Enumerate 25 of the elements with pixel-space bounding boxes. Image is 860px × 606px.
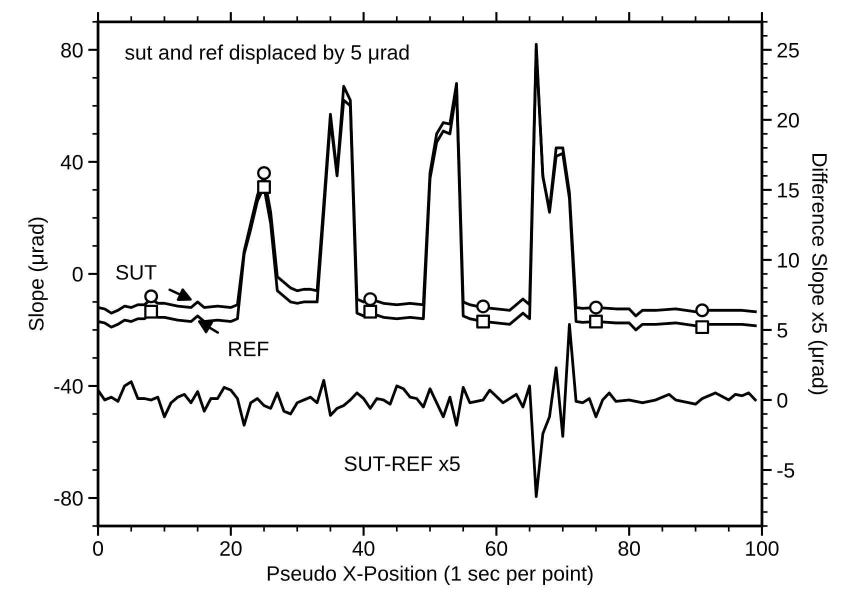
y2-tick-label: 25: [778, 42, 799, 58]
x-tick-label: 60: [486, 541, 508, 556]
x-tick-label: 40: [352, 541, 374, 556]
x-axis-title: Pseudo X-Position (1 sec per point): [268, 566, 593, 585]
y-tick-label: 40: [60, 154, 83, 170]
annotation: sut and ref displaced by 5 μrad: [125, 44, 409, 64]
x-tick-label: 100: [746, 541, 779, 556]
y-tick-label: 80: [61, 42, 83, 58]
y2-tick-label: 0: [777, 392, 788, 408]
x-tick-label: 80: [618, 541, 640, 556]
x-tick-label: 0: [93, 541, 104, 556]
y-tick-label: -80: [54, 491, 83, 506]
annotation: SUT: [116, 264, 156, 280]
x-tick-label: 20: [220, 541, 242, 556]
y-tick-label: -40: [54, 378, 83, 394]
y2-tick-label: -5: [777, 463, 794, 478]
y2-tick-label: 15: [778, 183, 799, 198]
annotation: SUT-REF x5: [344, 456, 460, 472]
y-tick-label: 0: [72, 266, 83, 282]
annotation: REF: [229, 342, 268, 356]
y2-tick-label: 20: [778, 112, 799, 128]
y2-axis-title: Difference Slope x5 (μrad): [808, 154, 828, 394]
y2-tick-label: 5: [777, 323, 788, 338]
y-axis-title: Slope (μrad): [28, 218, 48, 330]
y2-tick-label: 10: [778, 252, 799, 268]
